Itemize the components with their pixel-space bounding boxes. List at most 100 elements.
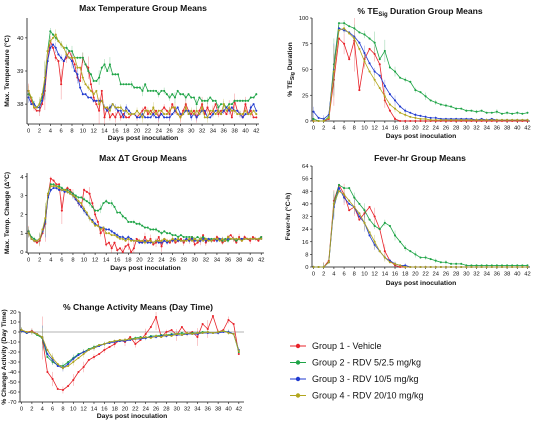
data-point — [409, 115, 412, 118]
data-point — [110, 247, 113, 250]
data-point — [209, 109, 212, 112]
data-point — [238, 113, 242, 116]
y-tick-label: 0 — [20, 250, 23, 256]
data-point — [193, 243, 196, 246]
data-point — [343, 22, 346, 25]
data-point — [89, 73, 93, 76]
data-point — [187, 113, 190, 116]
data-point — [235, 237, 238, 240]
x-tick-label: 8 — [353, 126, 356, 132]
data-point — [516, 111, 519, 114]
x-tick-label: 30 — [188, 129, 194, 135]
data-point — [98, 109, 101, 112]
data-point — [49, 185, 52, 188]
data-point — [160, 335, 163, 339]
data-point — [393, 262, 397, 265]
x-tick-label: 32 — [199, 129, 205, 135]
data-point — [96, 209, 99, 212]
x-tick-label: 4 — [49, 129, 53, 135]
x-tick-label: 0 — [312, 126, 315, 132]
data-point — [96, 224, 99, 227]
data-point — [133, 113, 136, 116]
data-point — [198, 113, 201, 116]
data-point — [526, 264, 529, 267]
legend-item: Group 3 - RDV 10/5 mg/kg — [290, 374, 419, 384]
data-point — [110, 230, 113, 233]
data-point — [49, 188, 52, 191]
data-point — [337, 190, 341, 193]
data-point — [257, 237, 260, 240]
data-point — [82, 198, 86, 201]
data-point — [91, 220, 94, 223]
data-point — [138, 113, 141, 116]
data-point — [49, 30, 52, 33]
data-point — [110, 234, 113, 237]
data-point — [35, 109, 38, 112]
x-tick-label: 4 — [49, 258, 53, 264]
data-point — [180, 331, 183, 335]
data-point — [368, 37, 371, 40]
data-point — [439, 103, 442, 106]
data-point — [215, 237, 218, 240]
data-point — [490, 265, 493, 269]
y-tick-label: -20 — [8, 350, 16, 356]
data-point — [378, 228, 381, 231]
x-tick-label: 28 — [453, 272, 459, 278]
x-tick-label: 40 — [247, 258, 253, 264]
data-point — [127, 113, 130, 116]
data-point — [82, 352, 85, 356]
data-point — [230, 116, 233, 119]
data-point — [68, 50, 71, 53]
data-point — [44, 217, 47, 220]
data-point — [203, 109, 206, 112]
data-point — [94, 209, 97, 212]
data-point — [439, 261, 442, 264]
data-point — [125, 109, 128, 112]
legend-swatch-marker — [295, 343, 301, 349]
data-point — [254, 237, 257, 240]
series-1 — [20, 312, 240, 394]
data-point — [52, 179, 55, 182]
series-2 — [312, 20, 529, 123]
data-point — [244, 109, 247, 112]
data-point — [135, 86, 139, 89]
x-tick-label: 24 — [155, 129, 162, 135]
x-tick-label: 6 — [51, 407, 54, 413]
data-point — [173, 96, 177, 99]
data-point — [165, 333, 168, 337]
data-point — [252, 116, 255, 119]
series-line — [313, 27, 528, 121]
data-point — [138, 239, 141, 242]
data-point — [196, 235, 199, 239]
data-point — [116, 211, 119, 214]
series-line — [313, 38, 528, 122]
data-point — [229, 237, 232, 240]
data-point — [179, 234, 182, 237]
chart-title: Max Temperature Group Means — [79, 3, 207, 13]
data-point — [65, 56, 68, 59]
x-tick-label: 0 — [27, 129, 30, 135]
data-point — [383, 95, 386, 98]
data-point — [165, 116, 168, 119]
data-point — [322, 265, 325, 269]
series-4 — [27, 184, 263, 246]
data-point — [127, 83, 130, 86]
data-point — [134, 342, 137, 346]
data-point — [419, 265, 422, 269]
data-point — [434, 101, 437, 104]
data-point — [157, 93, 160, 96]
data-point — [49, 40, 52, 43]
x-tick-label: 24 — [433, 272, 440, 278]
data-point — [81, 93, 84, 96]
data-point — [157, 239, 160, 242]
data-point — [236, 99, 239, 102]
data-point — [105, 228, 108, 231]
data-point — [368, 70, 371, 73]
x-tick-label: 10 — [361, 126, 367, 132]
data-point — [87, 66, 90, 69]
data-point — [214, 113, 217, 116]
x-tick-label: 22 — [132, 407, 138, 413]
data-point — [480, 109, 483, 112]
ylabel-subscript: Sig — [290, 72, 296, 80]
data-point — [182, 109, 185, 112]
